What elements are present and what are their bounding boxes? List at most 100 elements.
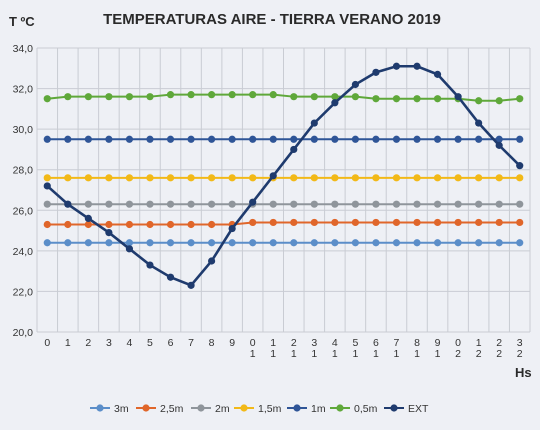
data-point [146,135,154,143]
x-tick-label: 5 [147,337,153,349]
data-point [269,91,277,99]
data-point [351,80,359,89]
data-point [372,68,380,76]
data-point [187,281,195,289]
data-point [454,239,462,247]
legend-label: 1m [311,403,326,415]
x-tick-label: 2 [476,348,482,360]
x-tick-label: 0 [455,337,461,349]
data-point [228,239,236,247]
data-point [146,261,154,269]
x-tick-label: 1 [332,348,338,360]
y-tick-label: 28,0 [13,165,34,177]
data-point [269,172,277,180]
x-tick-label: 4 [332,337,338,349]
y-axis-label: T ºC [9,14,35,29]
data-point [310,200,318,208]
y-tick-label: 20,0 [13,327,34,339]
data-point [249,198,257,206]
x-tick-label: 1 [352,348,358,360]
data-point [392,135,401,143]
data-point [392,218,401,227]
data-point [290,239,298,247]
data-point [228,224,236,233]
x-tick-label: 1 [373,348,379,360]
legend-swatch-marker [197,404,205,412]
data-point [43,182,51,190]
data-point [290,200,298,208]
data-point [495,174,503,182]
data-point [331,93,339,101]
data-point [475,135,483,143]
data-point [351,218,359,227]
data-point [249,239,257,247]
data-point [187,220,195,229]
data-point [413,200,421,208]
data-point [310,174,318,182]
legend-item: 1,5m [234,403,282,415]
x-tick-label: 8 [209,337,215,349]
data-point [331,99,339,107]
series-1m [43,135,524,143]
data-point [392,174,401,182]
x-tick-label: 1 [291,348,297,360]
chart-title: TEMPERATURAS AIRE - TIERRA VERANO 2019 [103,11,441,28]
x-tick-label: 6 [168,337,174,349]
x-tick-label: 9 [435,337,441,349]
x-tick-label: 1 [476,337,482,349]
x-tick-label: 2 [85,337,91,349]
data-point [310,239,318,247]
data-point [146,220,154,229]
x-tick-label: 3 [517,337,523,349]
data-point [105,135,113,143]
x-tick-label: 1 [435,348,441,360]
data-point [310,119,318,127]
data-point [228,91,236,99]
series-3m [43,239,524,247]
data-point [413,239,421,247]
data-point [166,220,175,229]
data-point [372,135,380,143]
data-point [413,95,421,103]
x-tick-label: 1 [65,337,71,349]
data-point [166,91,175,99]
data-point [125,245,134,253]
data-point [269,218,277,227]
data-point [351,200,359,208]
data-point [208,135,216,143]
data-point [433,218,442,227]
data-point [475,218,483,227]
data-point [495,218,503,227]
data-point [331,135,339,143]
data-point [208,257,216,265]
data-point [269,239,277,247]
data-point [125,220,134,229]
x-tick-label: 9 [229,337,235,349]
legend-label: 2m [215,403,230,415]
x-tick-label: 8 [414,337,420,349]
data-point [269,135,277,143]
legend-item: 3m [90,403,129,415]
data-point [351,135,359,143]
data-point [331,174,339,182]
series-0,5m [43,91,524,105]
data-point [372,239,380,247]
data-point [290,135,298,143]
series-1,5m [43,174,524,182]
data-point [64,135,72,143]
series-2m [43,200,524,208]
data-point [208,239,216,247]
data-point [187,135,195,143]
data-point [290,218,298,227]
data-point [290,93,298,101]
legend-item: 1m [287,403,326,415]
data-point [392,62,401,70]
data-point [249,174,257,182]
data-point [475,97,483,105]
data-point [413,218,421,227]
legend-swatch-marker [96,404,104,412]
data-point [105,229,113,237]
data-point [331,218,339,227]
x-tick-label: 2 [291,337,297,349]
data-point [310,135,318,143]
